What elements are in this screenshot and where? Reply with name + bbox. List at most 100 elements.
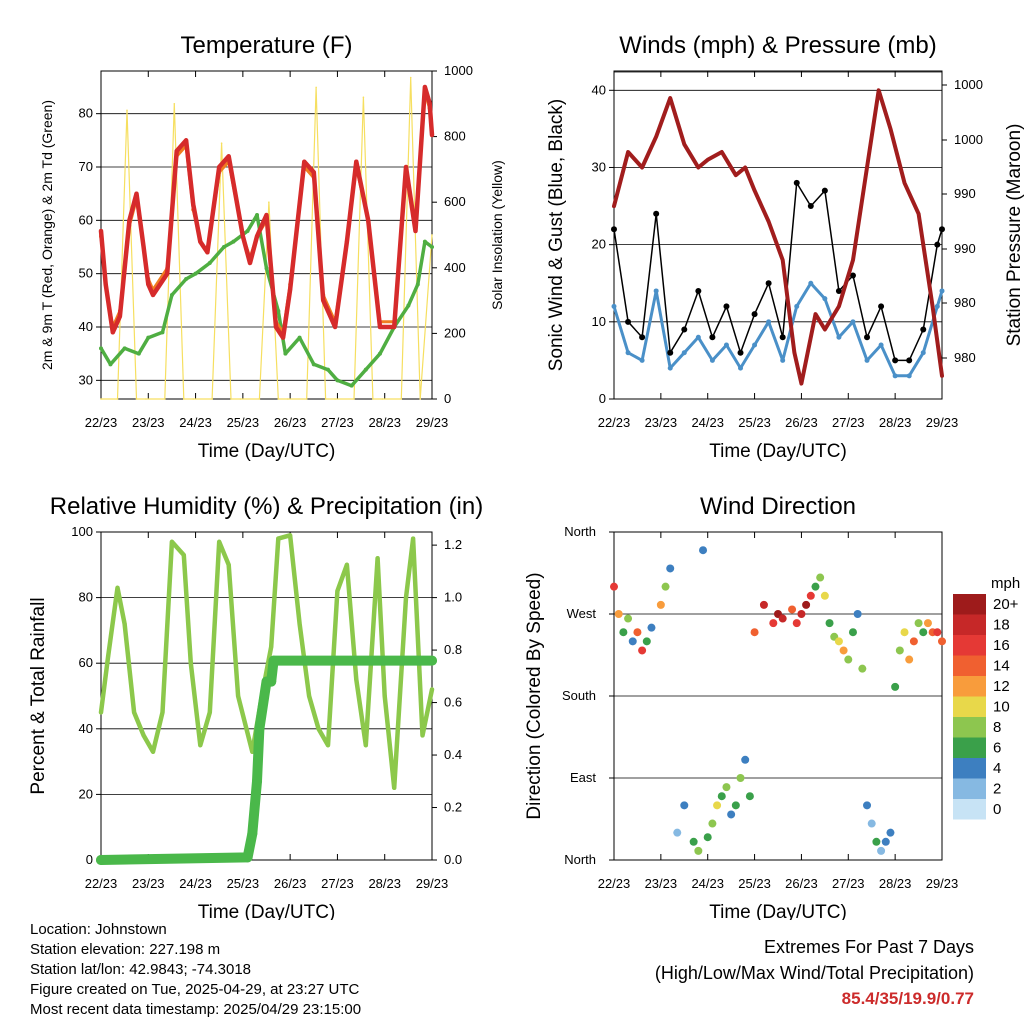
data-point [334,398,336,400]
data-point [863,801,872,810]
y2-axis-label: Solar Insolation (Yellow) [489,160,505,310]
data-point [891,682,900,691]
y-tick-label: North [564,852,596,867]
data-point [99,710,103,715]
data-point [220,142,223,144]
data-point [639,334,646,341]
y2-tick-label: 800 [444,129,466,144]
data-point [344,239,349,244]
data-point [335,589,340,594]
y2-tick-label: 990 [954,241,976,256]
data-point [681,350,687,356]
station-latlon: Station lat/lon: 42.9843; -74.3018 [30,961,252,978]
data-point [727,810,736,819]
data-point [146,335,151,340]
x-tick-label: 22/23 [85,876,118,891]
data-point [117,314,122,319]
legend-swatch [953,614,986,635]
chart-panel-1: Temperature (F) Time (Day/UTC) 22/23 23/23 2… [39,32,505,462]
data-point [753,189,757,193]
data-point [146,282,151,287]
data-point [403,595,408,600]
x-tick-label: 25/23 [738,876,771,891]
data-point [642,637,651,646]
data-point [191,202,196,207]
data-point [335,378,340,383]
x-tick-label: 28/23 [368,415,401,430]
legend-label: 20+ [993,596,1019,613]
data-point [141,245,146,249]
data-point [344,562,349,567]
data-point [406,303,411,308]
x-tick-label: 22/23 [598,876,631,891]
data-point [255,234,260,239]
data-point [122,621,127,626]
legend-swatch [953,737,986,758]
data-point [909,637,918,646]
data-point [127,218,132,223]
data-point [903,181,907,185]
data-point [619,628,628,637]
data-point [892,357,899,364]
data-point [639,357,645,363]
x-tick-label: 23/23 [645,876,678,891]
data-point [207,261,212,265]
data-point [268,201,270,203]
data-point [851,258,855,262]
legend-label: 12 [993,678,1010,695]
data-point [151,293,156,297]
y-tick-label: 80 [79,590,93,605]
data-point [217,165,222,169]
y-tick-label: North [564,524,596,539]
data-point [354,159,359,164]
data-point [283,351,288,356]
data-point [182,398,185,400]
data-point [778,614,787,623]
data-point [315,86,317,89]
x-tick-label: 26/23 [274,876,307,891]
y-tick-label: East [570,770,596,785]
data-point [226,562,231,567]
data-point [288,287,293,292]
y2-tick-label: 980 [954,350,976,365]
data-point [813,312,817,316]
data-point [850,319,856,325]
data-point [392,325,397,329]
legend-swatch [953,676,986,697]
data-point [865,165,869,169]
data-point [666,564,675,573]
data-point [823,328,827,332]
data-point [141,733,146,738]
data-point [311,170,316,175]
data-point [281,335,286,340]
data-point [793,179,800,186]
data-point [799,382,803,386]
data-point [307,694,312,698]
x-tick-label: 27/23 [832,415,865,430]
chart-panel-3: Relative Humidity (%) & Precipitation (i… [28,493,483,920]
legend-swatch [953,655,986,676]
data-point [934,303,940,309]
legend-swatch [953,799,986,820]
data-point [363,367,368,372]
data-point [734,173,738,177]
data-point [353,398,355,400]
y-tick-label: South [562,688,596,703]
x-tick-label: 27/23 [321,415,354,430]
data-point [411,536,416,541]
data-point [110,330,115,335]
data-point [834,637,843,646]
data-point [743,165,747,169]
data-point [164,398,166,400]
legend-label: 4 [993,760,1001,777]
data-point [126,109,128,112]
figure-created: Figure created on Tue, 2025-04-29, at 23… [30,981,360,998]
data-point [933,628,942,637]
data-point [372,398,374,400]
data-point [653,210,660,217]
data-point [816,573,825,582]
y-tick-label: 30 [79,372,93,387]
data-point [273,325,278,329]
data-point [695,287,702,294]
data-point [392,785,397,790]
